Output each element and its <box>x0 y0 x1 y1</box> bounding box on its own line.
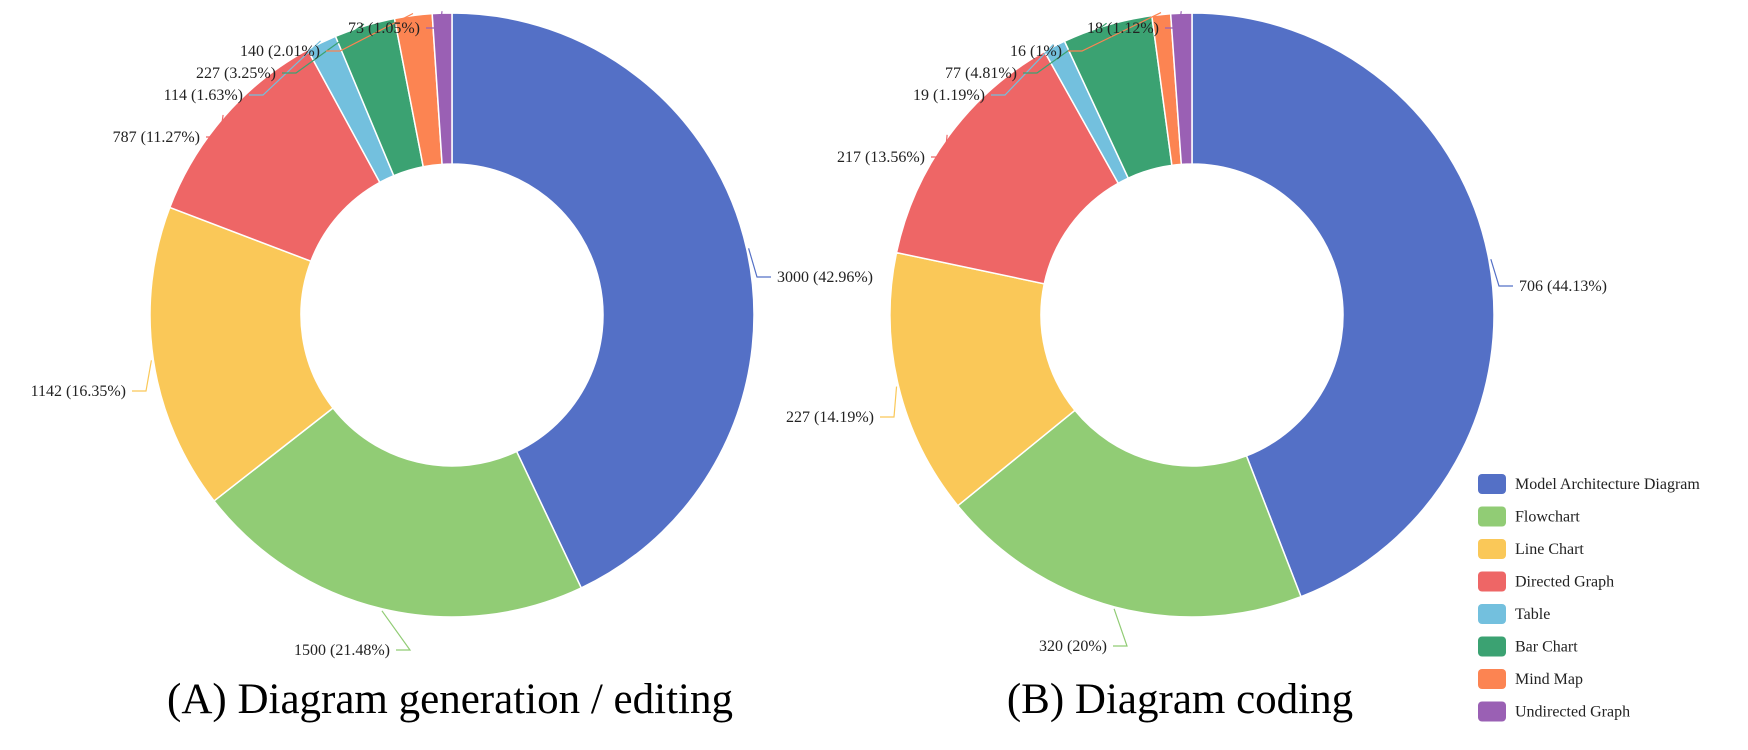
data-label-flowchart: 320 (20%) <box>1039 638 1107 655</box>
legend-label-model-architecture-diagram: Model Architecture Diagram <box>1515 476 1700 493</box>
data-label-directed-graph: 217 (13.56%) <box>837 149 925 166</box>
legend-swatch-directed-graph <box>1478 571 1506 592</box>
slice-directed-graph <box>895 50 1120 285</box>
donut-chart-b: 706 (44.13%) 320 (20%) 227 (14.19%) 217 (13… <box>786 11 1607 655</box>
leader-line-undirected-graph <box>426 11 443 29</box>
leader-line-model-architecture-diagram <box>748 248 771 278</box>
data-label-mind-map: 140 (2.01%) <box>240 43 320 60</box>
legend-label-table: Table <box>1515 606 1550 623</box>
chart-b-caption: (B) Diagram coding <box>1007 676 1353 723</box>
legend-label-mind-map: Mind Map <box>1515 671 1583 688</box>
leader-line-directed-graph <box>931 134 948 158</box>
leader-line-table <box>249 40 321 96</box>
data-label-bar-chart: 227 (3.25%) <box>196 65 276 82</box>
leader-line-flowchart <box>1113 608 1128 647</box>
data-label-model-architecture-diagram: 3000 (42.96%) <box>777 269 873 286</box>
donut-chart-a: 3000 (42.96%) 1500 (21.48%) 1142 (16.35%) 7… <box>31 11 873 659</box>
legend-swatch-bar-chart <box>1478 636 1506 657</box>
leader-line-line-chart <box>880 386 898 418</box>
slice-line-chart <box>149 206 335 503</box>
legend-swatch-line-chart <box>1478 539 1506 559</box>
leader-line-bar-chart <box>282 23 365 74</box>
leader-line-bar-chart <box>1023 22 1107 74</box>
chart-a-caption: (A) Diagram generation / editing <box>167 676 733 723</box>
slice-undirected-graph <box>1169 12 1193 166</box>
leader-line-mind-map <box>1068 12 1162 52</box>
data-label-table: 19 (1.19%) <box>913 87 985 104</box>
legend-swatch-mind-map <box>1478 669 1506 689</box>
slice-flowchart <box>956 409 1302 618</box>
legend-label-bar-chart: Bar Chart <box>1515 639 1578 656</box>
legend-label-flowchart: Flowchart <box>1515 509 1580 526</box>
legend-swatch-undirected-graph <box>1478 701 1506 722</box>
data-label-directed-graph: 787 (11.27%) <box>113 129 200 146</box>
data-label-mind-map: 16 (1%) <box>1010 43 1062 60</box>
legend-label-line-chart: Line Chart <box>1515 541 1584 558</box>
leader-line-undirected-graph <box>1165 11 1182 29</box>
data-label-model-architecture-diagram: 706 (44.13%) <box>1519 278 1607 295</box>
leader-line-flowchart <box>381 610 412 651</box>
leader-line-line-chart <box>132 360 152 392</box>
leader-line-mind-map <box>326 12 414 52</box>
data-label-undirected-graph: 73 (1.05%) <box>348 20 420 37</box>
leader-line-directed-graph <box>206 114 224 138</box>
leader-line-model-architecture-diagram <box>1490 259 1513 287</box>
leader-line-table <box>991 43 1054 96</box>
legend-label-directed-graph: Directed Graph <box>1515 574 1614 591</box>
legend-swatch-flowchart <box>1478 506 1506 527</box>
data-label-line-chart: 1142 (16.35%) <box>31 383 126 400</box>
slice-model-architecture-diagram <box>1191 12 1495 598</box>
slice-model-architecture-diagram <box>451 12 755 589</box>
slice-flowchart <box>212 406 583 618</box>
slice-undirected-graph <box>431 12 453 166</box>
legend-label-undirected-graph: Undirected Graph <box>1515 704 1630 721</box>
data-label-undirected-graph: 18 (1.12%) <box>1087 20 1159 37</box>
legend-swatch-table <box>1478 604 1506 624</box>
data-label-line-chart: 227 (14.19%) <box>786 409 874 426</box>
slice-line-chart <box>889 251 1076 507</box>
legend: Model Architecture Diagram Flowchart Line … <box>1478 474 1700 722</box>
legend-swatch-model-architecture-diagram <box>1478 474 1506 494</box>
data-label-bar-chart: 77 (4.81%) <box>945 65 1017 82</box>
data-label-table: 114 (1.63%) <box>164 87 243 104</box>
data-label-flowchart: 1500 (21.48%) <box>294 642 390 659</box>
